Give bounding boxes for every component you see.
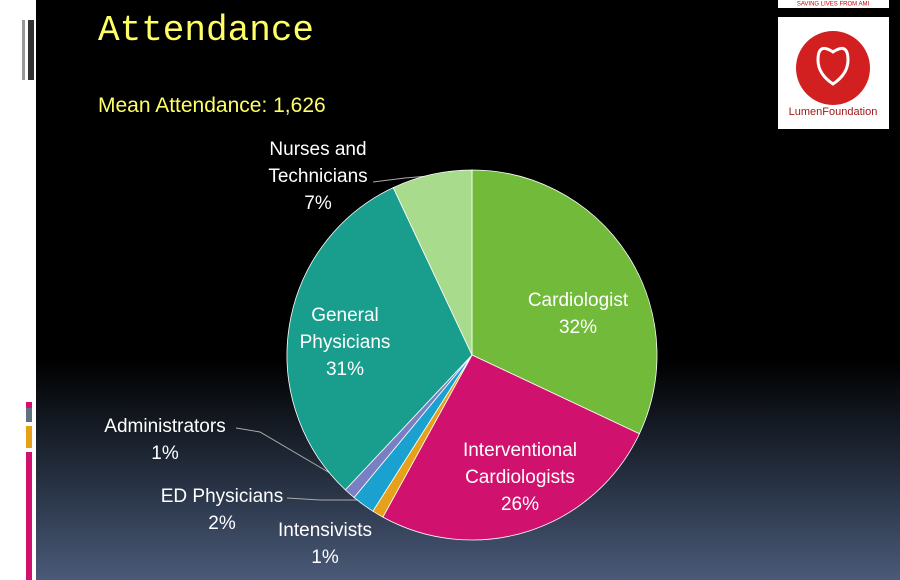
slice-label: Intensivists 1% — [265, 517, 385, 571]
pie-slice — [286, 187, 473, 491]
category-label: General Physicians — [299, 305, 391, 353]
category-label: Interventional Cardiologists — [462, 440, 578, 488]
category-label: Cardiologist — [527, 290, 629, 311]
value-label: 26% — [500, 494, 540, 515]
category-label: Nurses and Technicians — [268, 139, 368, 187]
slice-label: General Physicians 31% — [285, 302, 405, 383]
leader-line — [235, 427, 353, 487]
decor — [28, 20, 34, 80]
subtitle: Mean Attendance: 1,626 — [98, 94, 326, 117]
value-label: 32% — [558, 317, 598, 338]
slice-label: Cardiologist 32% — [508, 287, 648, 341]
leader-line — [286, 497, 362, 501]
pie-slice — [392, 169, 473, 356]
logo-tagline: SAVING LIVES FROM AMI — [797, 2, 870, 8]
logo-circle — [796, 31, 870, 105]
value-label: 7% — [304, 193, 332, 214]
category-label: Intensivists — [278, 520, 372, 541]
title: Attendance — [98, 10, 315, 51]
decor — [22, 20, 25, 80]
logo-box — [778, 0, 889, 8]
decor — [26, 452, 32, 580]
slice-label: Interventional Cardiologists 26% — [440, 437, 600, 518]
value-label: 2% — [208, 513, 236, 534]
value-label: 1% — [151, 443, 179, 464]
value-label: 31% — [325, 359, 365, 380]
decor — [26, 408, 32, 422]
slice-label: Administrators 1% — [85, 413, 245, 467]
logo-name: LumenFoundation — [789, 106, 878, 118]
decor — [26, 426, 32, 448]
category-label: ED Physicians — [160, 486, 284, 507]
category-label: Administrators — [104, 416, 226, 437]
value-label: 1% — [311, 547, 339, 568]
slice-label: Nurses and Technicians 7% — [256, 136, 381, 217]
logo-heart — [816, 46, 850, 86]
slice-label: ED Physicians 2% — [147, 483, 297, 537]
pie-slice — [471, 169, 658, 435]
